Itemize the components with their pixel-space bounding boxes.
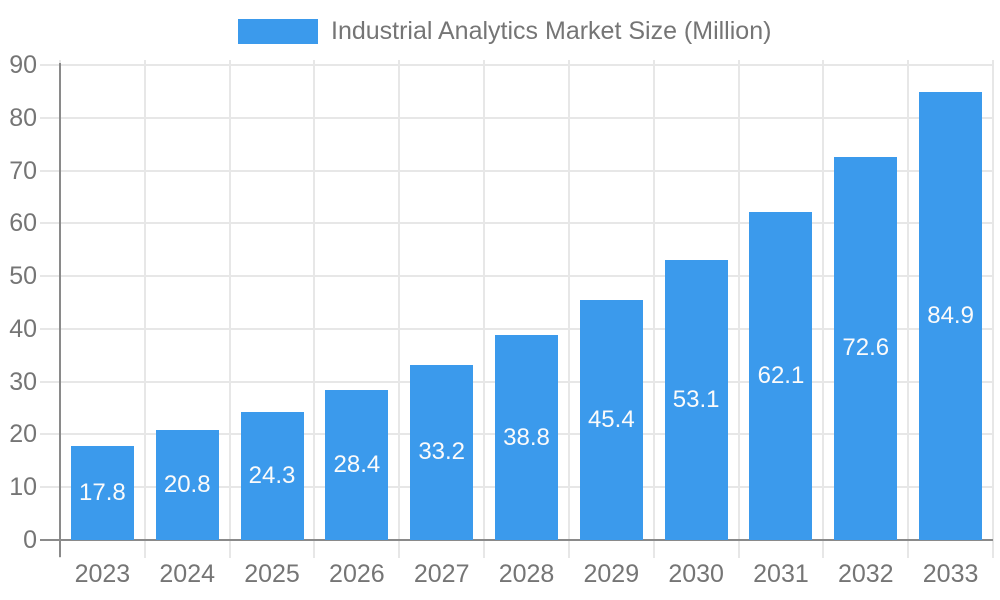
y-tick-label: 30 xyxy=(9,367,37,396)
x-tick-label: 2027 xyxy=(413,560,470,588)
x-tick-label: 2031 xyxy=(753,560,809,588)
x-gridline xyxy=(567,60,570,558)
bar-value-label: 20.8 xyxy=(163,471,211,499)
x-tick-label: 2024 xyxy=(159,560,216,588)
bar-2032[interactable] xyxy=(834,156,898,540)
y-gridline xyxy=(40,64,993,66)
bar-2033[interactable] xyxy=(919,91,983,540)
bar-2031[interactable] xyxy=(749,212,813,540)
x-gridline xyxy=(143,60,146,558)
y-gridline xyxy=(40,327,993,330)
x-gridline xyxy=(652,60,655,558)
y-axis-line xyxy=(59,63,61,557)
y-tick-label: 70 xyxy=(9,156,37,185)
bar-value-label: 38.8 xyxy=(503,423,550,451)
legend-swatch xyxy=(238,19,318,44)
bar-value-label: 45.4 xyxy=(587,406,635,434)
x-gridline xyxy=(483,60,486,558)
bar-value-label: 33.2 xyxy=(418,438,466,466)
bar-value-label: 53.1 xyxy=(672,385,720,413)
y-tick-label: 80 xyxy=(9,103,37,132)
bar-value-label: 28.4 xyxy=(333,451,381,479)
bar-2024[interactable] xyxy=(155,430,219,540)
y-gridline xyxy=(40,222,993,225)
x-tick-label: 2025 xyxy=(244,560,300,588)
y-tick-label: 0 xyxy=(23,526,37,554)
legend-item[interactable]: Industrial Analytics Market Size (Millio… xyxy=(238,19,771,44)
x-gridline xyxy=(992,60,994,558)
bar-value-label: 62.1 xyxy=(757,362,805,390)
bar-value-label: 24.3 xyxy=(248,461,296,489)
bar-2025[interactable] xyxy=(240,411,304,540)
bar-2028[interactable] xyxy=(495,335,558,540)
y-tick-label: 20 xyxy=(9,420,37,449)
bar-value-label: 72.6 xyxy=(842,334,890,362)
bar-2026[interactable] xyxy=(325,390,389,540)
bar-value-label: 84.9 xyxy=(927,301,974,329)
x-gridline xyxy=(907,60,910,558)
bar-2029[interactable] xyxy=(579,300,643,540)
x-gridline xyxy=(822,60,825,558)
x-gridline xyxy=(398,60,401,558)
x-gridline xyxy=(228,60,231,558)
y-tick-label: 50 xyxy=(9,262,37,291)
x-tick-label: 2033 xyxy=(922,560,979,588)
x-tick-label: 2028 xyxy=(498,560,555,588)
y-gridline xyxy=(40,169,993,172)
y-tick-label: 10 xyxy=(9,473,37,502)
x-gridline xyxy=(737,60,740,558)
bar-2023[interactable] xyxy=(70,446,134,540)
y-tick-label: 90 xyxy=(9,51,37,79)
y-gridline xyxy=(40,116,993,119)
y-tick-label: 60 xyxy=(9,209,37,238)
x-tick-label: 2032 xyxy=(837,560,894,588)
legend-label: Industrial Analytics Market Size (Millio… xyxy=(331,17,772,45)
y-tick-label: 40 xyxy=(9,314,37,343)
x-tick-label: 2029 xyxy=(583,560,640,588)
x-axis-line xyxy=(40,539,993,541)
x-tick-label: 2026 xyxy=(329,560,385,588)
y-gridline xyxy=(40,275,993,278)
bar-2030[interactable] xyxy=(664,259,728,540)
x-tick-label: 2030 xyxy=(668,560,724,588)
x-tick-label: 2023 xyxy=(74,560,131,588)
x-gridline xyxy=(313,60,316,558)
bar-2027[interactable] xyxy=(410,364,474,540)
bar-value-label: 17.8 xyxy=(79,479,126,507)
